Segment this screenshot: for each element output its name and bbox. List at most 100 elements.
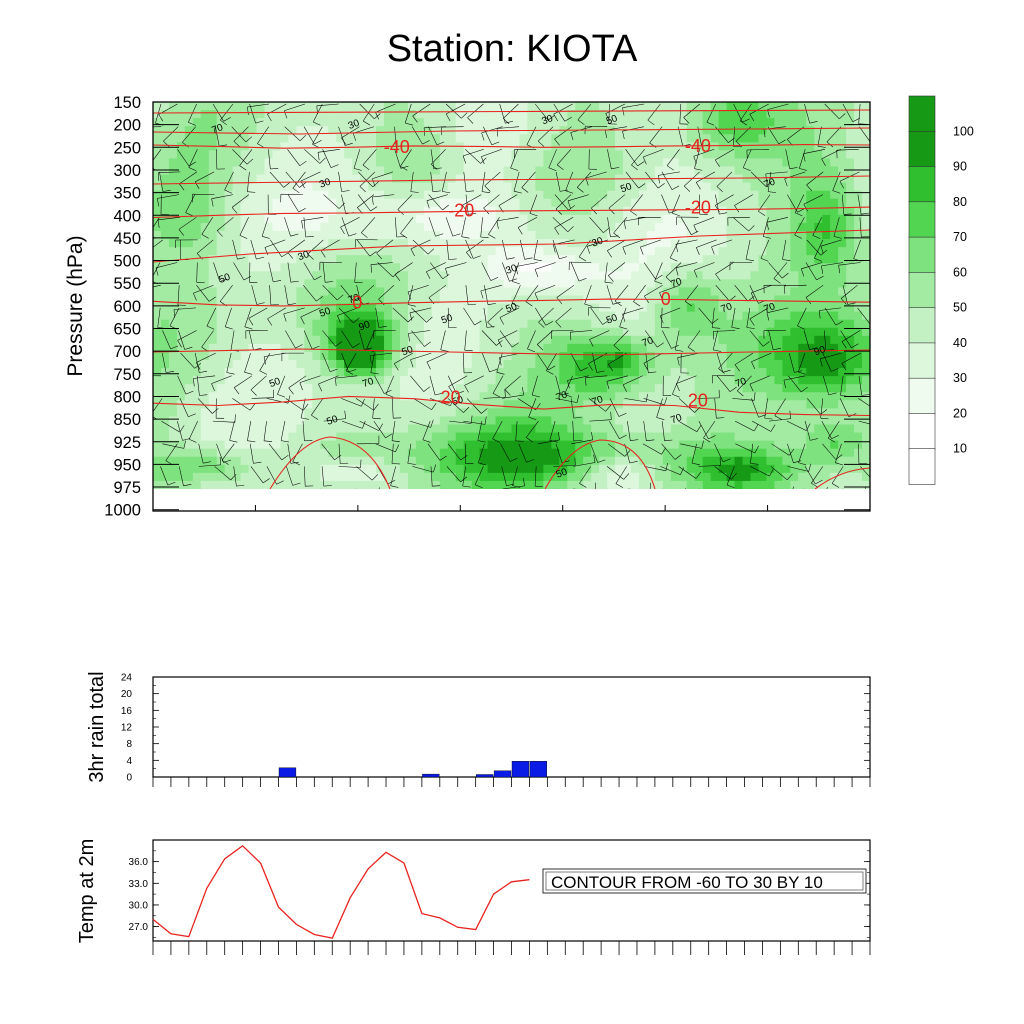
humidity-cell [328,360,337,369]
humidity-cell [519,376,529,385]
humidity-cell [376,456,385,466]
humidity-cell [646,206,656,216]
humidity-cell [447,408,457,418]
humidity-cell [208,239,218,248]
humidity-cell [423,456,433,466]
wind-barb-feather [426,271,431,279]
wind-barb-feather [554,227,560,235]
humidity-cell [328,126,337,135]
humidity-cell [798,408,807,418]
humidity-cell [168,263,178,272]
humidity-cell [846,126,855,135]
humidity-cell [248,206,258,216]
humidity-cell [431,440,441,450]
humidity-cell [782,480,791,489]
humidity-cell [638,198,648,208]
humidity-cell [296,287,305,297]
humidity-cell [798,142,807,151]
humidity-cell [240,166,250,176]
wind-barb-staff [817,126,822,147]
wind-barb-staff [412,103,431,117]
humidity-cell [543,198,552,208]
humidity-cell [631,376,640,385]
humidity-cell [320,376,329,385]
wind-barb-feather [435,233,444,237]
wind-barb-feather [179,183,185,191]
humidity-cell [288,198,297,208]
humidity-cell [551,158,560,168]
humidity-cell [471,335,481,345]
humidity-cell [471,392,481,401]
humidity-cell [551,424,560,434]
humidity-cell [184,279,194,289]
humidity-cell [838,327,847,337]
humidity-cell [670,464,680,474]
humidity-cell [662,368,672,377]
humidity-cell [264,118,274,127]
humidity-cell [806,214,815,224]
humidity-cell [535,456,544,466]
humidity-cell [192,231,202,240]
humidity-cell [463,392,473,401]
humidity-cell [806,134,815,143]
humidity-cell [153,440,162,450]
humidity-cell [280,198,290,208]
humidity-cell [360,343,369,353]
humidity-cell [686,416,696,426]
humidity-cell [678,190,688,200]
humidity-cell [264,158,274,168]
humidity-cell [224,239,234,248]
humidity-cell [344,255,353,264]
humidity-cell [567,102,576,111]
humidity-cell [240,263,250,272]
humidity-cell [280,174,290,184]
humidity-cell [463,424,473,434]
humidity-cell [551,368,560,377]
humidity-cell [670,166,680,176]
humidity-cell [384,424,393,434]
humidity-cell [399,408,409,418]
humidity-cell [519,400,529,409]
humidity-cell [264,343,274,353]
humidity-cell [782,134,791,143]
humidity-cell [352,118,361,127]
wind-barb-staff [553,103,573,115]
humidity-cell [192,335,202,345]
humidity-cell [503,368,513,377]
humidity-cell [176,327,186,337]
humidity-cell [431,206,441,216]
humidity-cell [782,319,791,329]
humidity-cell [415,222,425,232]
humidity-cell [519,424,529,434]
humidity-cell [782,440,791,450]
humidity-cell [376,376,385,385]
humidity-cell [662,142,672,151]
humidity-cell [822,158,831,168]
humidity-cell [312,110,321,119]
humidity-cell [631,102,640,111]
humidity-cell [160,319,170,329]
humidity-cell [846,222,855,232]
humidity-cell [519,408,529,418]
humidity-cell [527,319,536,329]
humidity-cell [583,360,592,369]
humidity-cell [535,142,544,151]
humidity-cell [710,206,720,216]
humidity-cell [583,408,592,418]
humidity-cell [662,343,672,353]
humidity-cell [862,335,870,345]
humidity-cell [304,311,313,321]
humidity-cell [686,448,696,458]
humidity-cell [495,295,505,305]
humidity-cell [758,311,768,321]
humidity-cell [638,118,648,127]
humidity-cell [248,424,258,434]
humidity-cell [527,222,536,232]
humidity-cell [774,368,783,377]
humidity-cell [750,360,760,369]
humidity-cell [216,343,226,353]
humidity-cell [160,279,170,289]
humidity-cell [471,368,481,377]
wind-barb-staff [465,149,481,164]
